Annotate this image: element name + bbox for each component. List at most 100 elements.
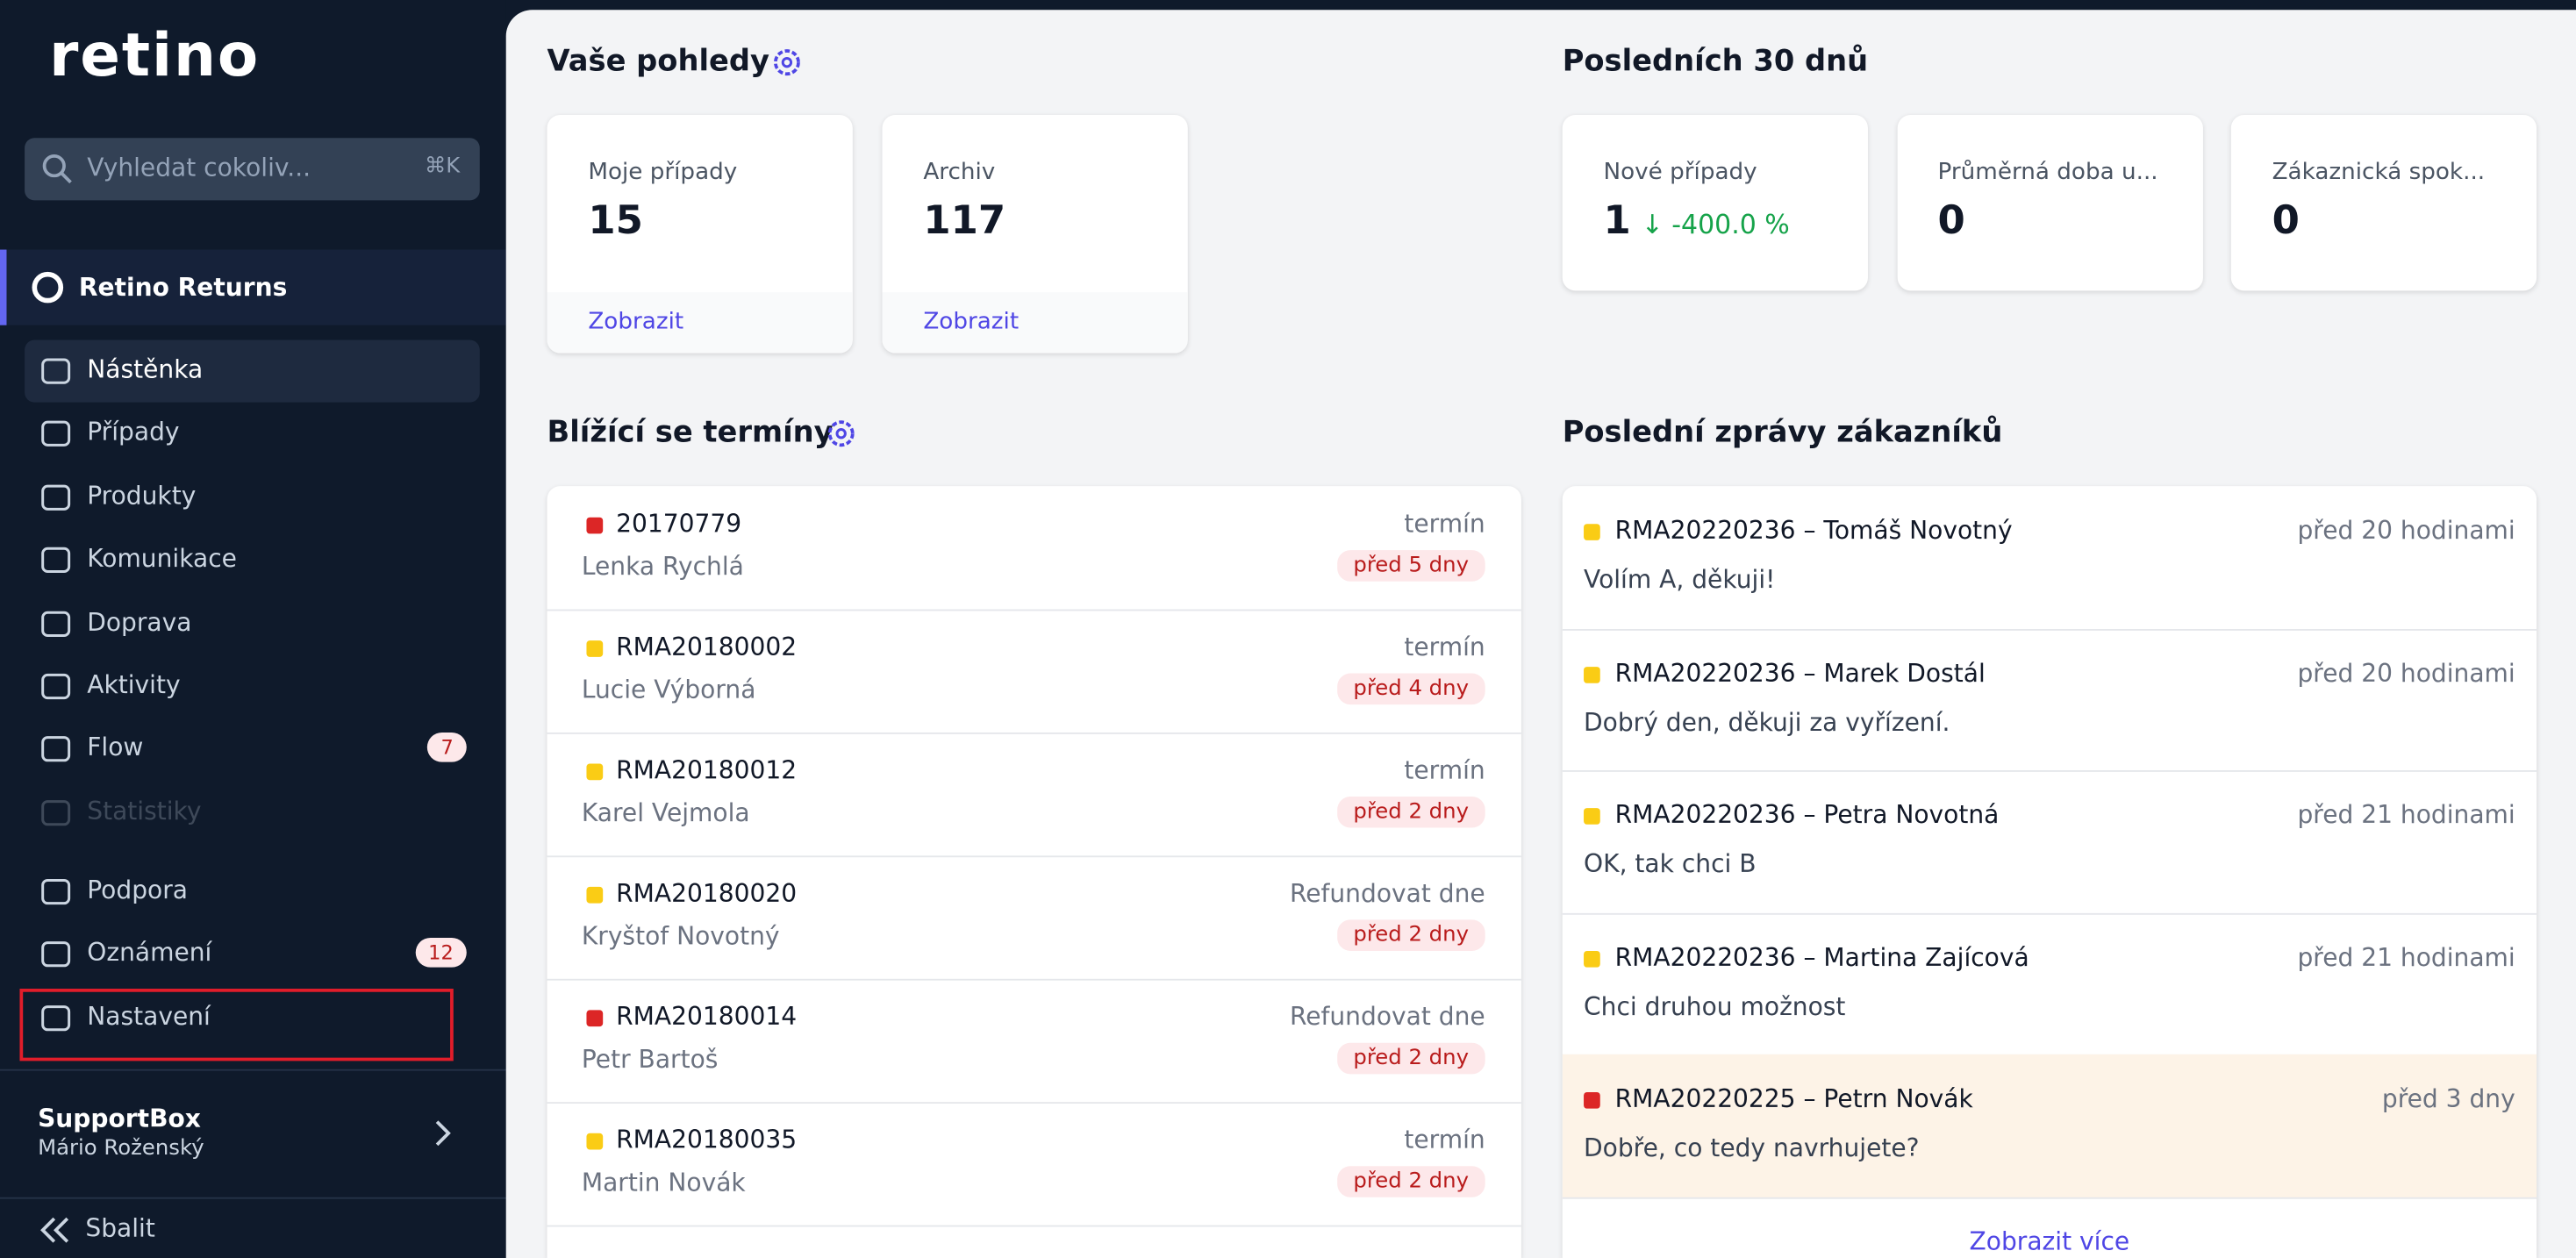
- nav-item[interactable]: Statistiky: [25, 782, 480, 844]
- nav-item[interactable]: Doprava: [25, 592, 480, 654]
- deadline-type: termín: [1404, 509, 1485, 540]
- message-title: RMA20220236 – Petra Novotná: [1614, 799, 2000, 830]
- icon: [41, 941, 71, 969]
- message-list: RMA20220236 – Tomáš Novotný před 20 hodin…: [1562, 486, 2537, 1258]
- deadline-row[interactable]: 20170779 Lenka Rychlá termín před 5 dny: [547, 486, 1521, 611]
- message-row[interactable]: RMA20220236 – Martina Zajícová před 21 ho…: [1562, 912, 2537, 1056]
- icon: [41, 878, 71, 905]
- nav-item[interactable]: Aktivity: [25, 655, 480, 718]
- highlight-box: [19, 989, 454, 1061]
- card-value: 15: [588, 197, 643, 244]
- status-dot: [586, 640, 604, 657]
- status-dot: [1584, 950, 1600, 967]
- status-dot: [1584, 666, 1600, 683]
- case-id: RMA20180012: [616, 755, 798, 785]
- card-value: 0: [1937, 197, 1965, 244]
- nav-item[interactable]: Flow 7: [25, 718, 480, 781]
- status-dot: [586, 886, 604, 904]
- message-time: před 21 hodinami: [2297, 941, 2515, 972]
- due: před 5 dny: [1336, 550, 1485, 582]
- message-text: Dobře, co tedy navrhujete?: [1584, 1133, 1920, 1163]
- logo[interactable]: retino: [49, 23, 261, 90]
- nav-item[interactable]: Komunikace: [25, 529, 480, 591]
- deadline-type: termín: [1404, 1125, 1485, 1155]
- deadline-row[interactable]: RMA20180020 Kryštof Novotný Refundovat dne…: [547, 855, 1521, 981]
- message-text: OK, tak chci B: [1584, 848, 1757, 879]
- icon: [41, 611, 71, 637]
- deadline-row[interactable]: RMA20180002 Lucie Výborná termín před 4 dny: [547, 610, 1521, 734]
- due: před 2 dny: [1336, 796, 1485, 828]
- nav-label: Případy: [87, 418, 180, 447]
- workspace-icon: [32, 271, 64, 304]
- due: před 4 dny: [1336, 673, 1485, 705]
- message-time: před 21 hodinami: [2297, 799, 2515, 830]
- nav-item[interactable]: Nastavení: [25, 987, 480, 1049]
- customer: Petr Bartoš: [581, 1044, 719, 1075]
- message-row[interactable]: RMA20220236 – Marek Dostál před 20 hodina…: [1562, 628, 2537, 772]
- card-label: Archiv: [923, 159, 996, 186]
- case-id: 20170779: [616, 509, 742, 540]
- icon: [41, 358, 71, 384]
- status-dot: [1584, 524, 1600, 540]
- collapse[interactable]: Sbalit: [85, 1213, 155, 1244]
- message-title: RMA20220225 – Petrn Novák: [1614, 1083, 1973, 1114]
- card-link[interactable]: Zobrazit: [588, 308, 684, 335]
- due: před 2 dny: [1336, 1042, 1485, 1075]
- stat-card: Průměrná doba u... 0: [1896, 115, 2203, 291]
- customer: Martin Novák: [581, 1168, 746, 1197]
- icon: [41, 1004, 71, 1031]
- nav-item[interactable]: Případy: [25, 403, 480, 465]
- sidebar: retino Vyhledat cokoliv... ⌘K Retino Ret…: [0, 0, 506, 1258]
- status-dot: [586, 763, 604, 781]
- workspace[interactable]: Retino Returns: [0, 249, 506, 325]
- card-footer: Zobrazit: [547, 292, 853, 354]
- message-row[interactable]: RMA20220236 – Tomáš Novotný před 20 hodin…: [1562, 486, 2537, 630]
- customer: Karel Vejmola: [581, 797, 750, 828]
- nav-item[interactable]: Oznámení 12: [25, 924, 480, 986]
- search-box[interactable]: Vyhledat cokoliv... ⌘K: [25, 138, 480, 201]
- settings-icon[interactable]: [825, 418, 857, 450]
- message-text: Dobrý den, děkuji za vyřízení.: [1584, 706, 1950, 737]
- search-shortcut: ⌘K: [424, 154, 461, 180]
- stat-card: Nové případy 1 ↓ -400.0 %: [1562, 115, 1868, 291]
- nav-item[interactable]: Produkty: [25, 466, 480, 528]
- view-card[interactable]: Moje případy 15 Zobrazit: [547, 115, 853, 354]
- icon: [41, 736, 71, 763]
- workspace-name: Retino Returns: [78, 272, 288, 303]
- deadline-row[interactable]: RMA20180035 Martin Novák termín před 2 dny: [547, 1102, 1521, 1227]
- message-row[interactable]: RMA20220236 – Petra Novotná před 21 hodin…: [1562, 770, 2537, 914]
- nav-item[interactable]: Podpora: [25, 861, 480, 923]
- deadline-type: termín: [1404, 632, 1485, 662]
- card-value: 117: [923, 197, 1006, 244]
- deadline-type: termín: [1404, 755, 1485, 785]
- account-name[interactable]: SupportBox: [38, 1104, 201, 1133]
- main: Vaše pohledy Posledních 30 dnů Blížící se …: [505, 10, 2576, 1258]
- status-dot: [586, 517, 604, 534]
- card-change: ↓ -400.0 %: [1641, 208, 1790, 240]
- chevron[interactable]: [431, 1117, 457, 1149]
- nav-label: Aktivity: [87, 669, 181, 700]
- due: před 2 dny: [1336, 919, 1485, 951]
- nav-badge: 12: [415, 938, 467, 969]
- accent: [0, 249, 7, 325]
- search-icon: [42, 154, 72, 184]
- deadline-row[interactable]: RMA20180012 Karel Vejmola termín před 2 dny: [547, 733, 1521, 858]
- message-row[interactable]: RMA20220225 – Petrn Novák před 3 dny Dobře…: [1562, 1054, 2537, 1198]
- nav-item[interactable]: Nástěnka: [25, 340, 480, 403]
- view-card[interactable]: Archiv 117 Zobrazit: [882, 115, 1188, 354]
- section-title: Blížící se termíny: [547, 415, 834, 450]
- nav-label: Statistiky: [87, 796, 202, 826]
- deadline-list: 20170779 Lenka Rychlá termín před 5 dny RMA2…: [547, 486, 1521, 1258]
- message-text: Chci druhou možnost: [1584, 990, 1846, 1021]
- card-link[interactable]: Zobrazit: [923, 308, 1020, 335]
- divider: [0, 1069, 506, 1071]
- icon: [41, 673, 71, 700]
- icon: [41, 799, 71, 826]
- show-more[interactable]: Zobrazit více: [1969, 1226, 2130, 1256]
- message-text: Volím A, děkuji!: [1584, 565, 1776, 595]
- settings-icon[interactable]: [770, 46, 803, 78]
- deadline-row[interactable]: RMA20180014 Petr Bartoš Refundovat dne před…: [547, 979, 1521, 1104]
- status-dot: [1584, 808, 1600, 825]
